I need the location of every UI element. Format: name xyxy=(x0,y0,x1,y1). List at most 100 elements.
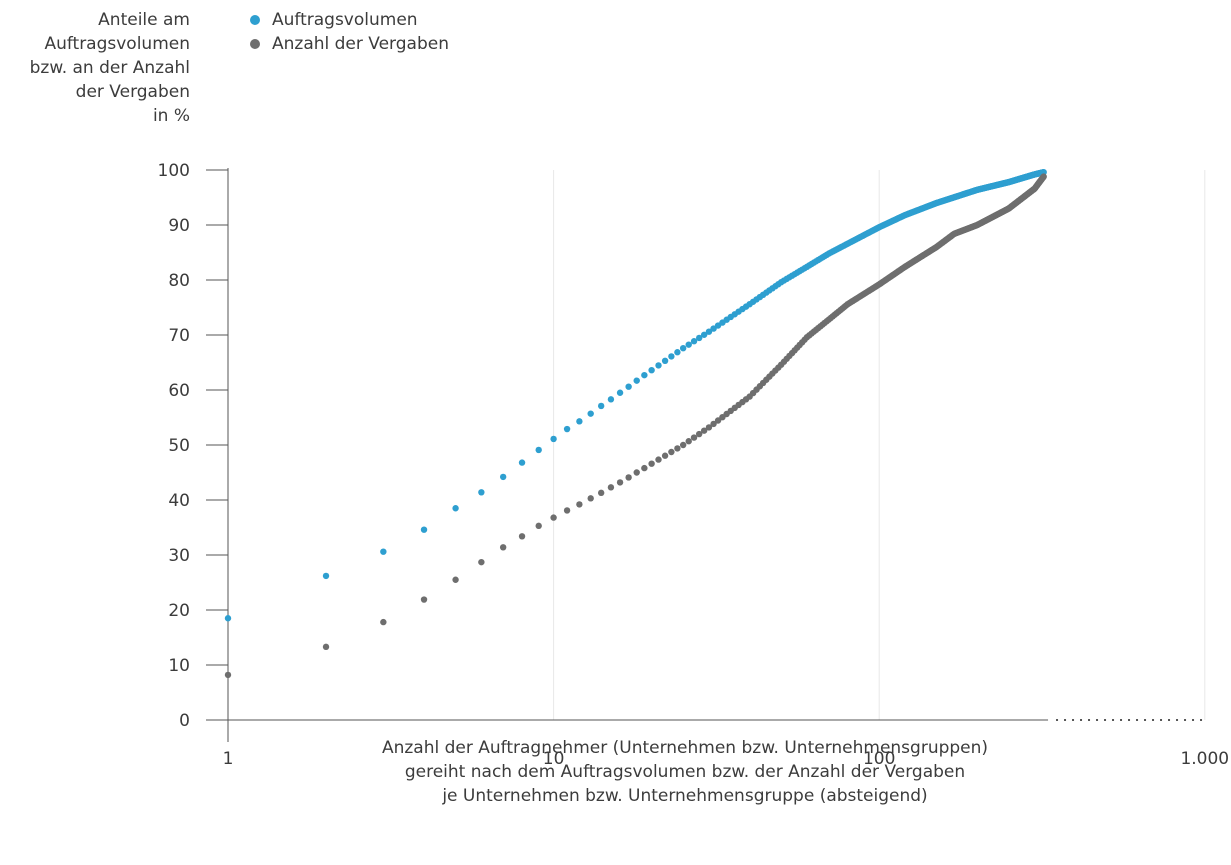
data-point xyxy=(974,221,981,229)
data-point xyxy=(705,328,713,335)
y-axis: 0 10 20 30 40 50 60 70 80 90 100 xyxy=(158,161,229,742)
data-point-trail xyxy=(668,353,675,360)
data-point-trail xyxy=(674,445,681,452)
data-point-trail xyxy=(710,420,717,428)
series-auftragsvolumen xyxy=(224,169,1047,622)
x-tick-label: 1.000 xyxy=(1180,749,1229,769)
data-point xyxy=(951,230,958,237)
legend: Auftragsvolumen Anzahl der Vergaben xyxy=(250,8,449,56)
data-point xyxy=(777,361,785,368)
x-tick-label: 1 xyxy=(223,749,234,769)
data-point-trail xyxy=(685,341,692,348)
data-point xyxy=(518,533,526,540)
x-axis: 1 10 100 1.000 xyxy=(206,719,1229,769)
data-point xyxy=(803,334,811,341)
data-point xyxy=(633,469,640,476)
data-point-trail xyxy=(690,338,698,345)
data-point xyxy=(518,459,526,466)
y-tick-label: 20 xyxy=(168,601,190,621)
data-point xyxy=(607,484,615,491)
y-tick-label: 80 xyxy=(168,271,190,291)
data-point xyxy=(746,393,753,400)
data-point xyxy=(705,424,713,431)
data-point xyxy=(499,473,507,481)
legend-item-anzahl-der-vergaben: Anzahl der Vergaben xyxy=(250,32,449,56)
x-axis-title: Anzahl der Auftragnehmer (Unternehmen bz… xyxy=(270,736,1100,808)
data-point xyxy=(844,301,851,308)
data-point xyxy=(876,281,883,288)
legend-item-auftragsvolumen: Auftragsvolumen xyxy=(250,8,449,32)
data-points xyxy=(224,169,1047,679)
data-point xyxy=(322,643,330,651)
y-tick-label: 60 xyxy=(168,381,190,401)
data-point-trail xyxy=(714,417,722,424)
legend-label: Auftragsvolumen xyxy=(272,10,418,30)
data-point-trail xyxy=(668,448,675,456)
legend-marker-auftragsvolumen xyxy=(250,15,260,25)
data-point xyxy=(933,243,940,251)
data-point xyxy=(380,618,387,626)
data-point-trail xyxy=(700,427,708,434)
data-point xyxy=(803,263,811,270)
y-axis-title-line: der Vergaben xyxy=(75,82,190,102)
data-point xyxy=(587,495,594,502)
data-point-trail xyxy=(674,349,681,356)
y-tick-label: 100 xyxy=(158,161,190,181)
data-point xyxy=(478,489,485,496)
data-point xyxy=(616,479,624,486)
data-point xyxy=(452,576,459,583)
data-point xyxy=(1040,173,1047,180)
y-tick-label: 50 xyxy=(168,436,190,456)
y-tick-label: 10 xyxy=(168,656,190,676)
data-point xyxy=(1005,205,1012,212)
data-point-trail xyxy=(685,438,692,445)
legend-label: Anzahl der Vergaben xyxy=(272,34,449,54)
y-axis-title-line: bzw. an der Anzahl xyxy=(29,58,190,78)
data-point xyxy=(648,367,655,374)
data-point xyxy=(641,371,648,379)
data-point-trail xyxy=(661,452,669,459)
data-point xyxy=(420,596,428,603)
data-point xyxy=(550,435,557,443)
data-point xyxy=(550,514,557,521)
data-point xyxy=(679,441,687,449)
x-axis-title-line: gereiht nach dem Auftragsvolumen bzw. de… xyxy=(404,762,966,782)
data-point xyxy=(452,505,459,512)
data-point xyxy=(1040,169,1047,176)
data-point-trail xyxy=(655,456,662,463)
data-point xyxy=(380,548,387,555)
data-point xyxy=(607,396,615,403)
data-point xyxy=(1031,171,1038,178)
series-anzahl-der-vergaben xyxy=(224,173,1047,679)
data-point-trail xyxy=(700,331,708,338)
y-tick-label: 30 xyxy=(168,546,190,566)
x-axis-title-line: Anzahl der Auftragnehmer (Unternehmen bz… xyxy=(381,738,989,758)
y-axis-title-line: Anteile am xyxy=(98,10,190,30)
data-point xyxy=(777,279,785,286)
data-point xyxy=(616,389,624,396)
data-point xyxy=(1031,185,1038,192)
data-point xyxy=(478,558,485,566)
data-point xyxy=(633,377,640,384)
data-point-trail xyxy=(655,362,662,369)
data-point xyxy=(1005,178,1012,186)
data-point xyxy=(224,671,232,679)
y-axis-title-line: Auftragsvolumen xyxy=(44,34,190,54)
data-point xyxy=(322,572,330,580)
x-tick-label: 10 xyxy=(543,749,565,769)
data-point xyxy=(825,250,832,257)
data-point xyxy=(224,615,232,622)
y-tick-label: 70 xyxy=(168,326,190,346)
data-point xyxy=(576,418,583,425)
data-point xyxy=(876,224,883,231)
data-point xyxy=(563,507,571,514)
x-tick-label: 100 xyxy=(863,749,895,769)
data-point-trail xyxy=(710,325,717,332)
data-point-trail xyxy=(695,430,703,438)
y-tick-label: 40 xyxy=(168,491,190,511)
data-point xyxy=(535,446,542,454)
data-point xyxy=(933,199,940,207)
data-point xyxy=(625,474,632,481)
data-point xyxy=(597,402,605,410)
